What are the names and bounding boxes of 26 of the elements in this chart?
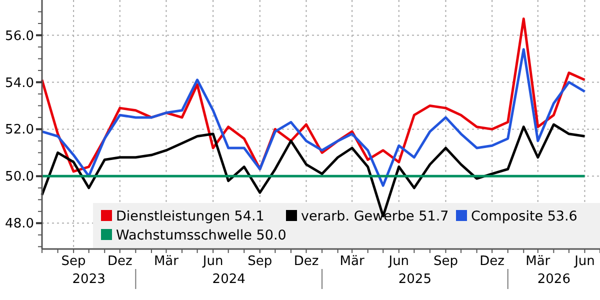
- x-tick-label: Mär: [154, 254, 180, 269]
- text: 2026: [537, 272, 570, 287]
- x-tick-label: Sep: [61, 254, 86, 269]
- x-tick-label: Sep: [433, 254, 458, 269]
- legend-label: Composite 53.6: [471, 208, 578, 225]
- y-tick-label: 50.0: [5, 170, 34, 185]
- text: 2024: [212, 272, 246, 287]
- x-tick-label: Jun: [202, 254, 224, 269]
- x-tick-label: Mär: [340, 254, 365, 269]
- y-tick-label: 52.0: [5, 122, 34, 138]
- x-tick-label: Dez: [294, 254, 319, 269]
- text: 2023: [72, 272, 106, 287]
- y-tick-label: 56.0: [5, 28, 34, 44]
- line-series: [40, 48, 586, 187]
- legend-label: Dienstleistungen 54.1: [116, 208, 264, 225]
- x-tick-label: Jun: [574, 254, 595, 269]
- x-tick-label: Sep: [248, 254, 272, 269]
- y-tick-label: 48.0: [5, 216, 34, 232]
- legend-label: Wachstumsschwelle 50.0: [116, 228, 286, 244]
- legend-label: verarb. Gewerbe 51.7: [301, 208, 449, 225]
- x-tick-label: Mär: [526, 254, 551, 269]
- x-tick-label: Jun: [388, 254, 410, 269]
- x-tick-label: Dez: [480, 254, 505, 269]
- y-tick-label: 54.0: [5, 76, 34, 91]
- x-tick-label: Dez: [107, 254, 132, 269]
- text: 2025: [398, 272, 432, 287]
